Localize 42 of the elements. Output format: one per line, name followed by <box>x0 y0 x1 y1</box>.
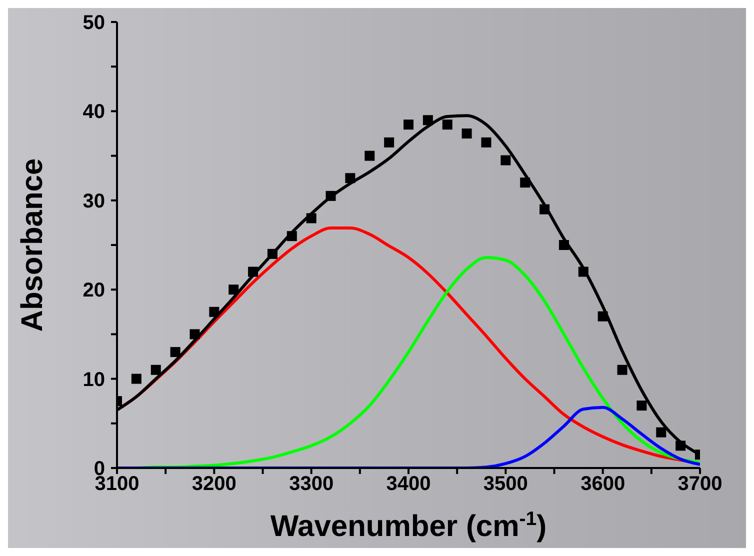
x-axis-title: Wavenumber (cm$^{-1}$) <box>270 508 547 543</box>
point <box>267 248 278 259</box>
point <box>131 374 142 384</box>
y-axis-title: Absorbance <box>16 158 49 332</box>
point <box>286 231 297 242</box>
y-tick-label: 10 <box>82 368 105 391</box>
y-tick-label: 50 <box>82 12 105 34</box>
point <box>540 204 550 214</box>
point <box>442 120 452 130</box>
point <box>578 266 588 277</box>
point <box>676 440 686 451</box>
point <box>598 311 608 322</box>
point <box>462 128 472 138</box>
point <box>345 173 356 184</box>
point <box>364 150 375 161</box>
x-tick-label: 3400 <box>386 473 431 496</box>
x-tick-label: 3300 <box>289 473 334 496</box>
point <box>150 364 161 375</box>
point <box>520 178 530 188</box>
x-tick-label: 3600 <box>580 473 626 496</box>
point <box>384 137 394 148</box>
point <box>500 155 511 166</box>
point <box>190 329 200 340</box>
point <box>326 190 336 201</box>
point <box>617 364 628 375</box>
point <box>306 213 316 224</box>
point <box>248 266 258 277</box>
y-tick-label: 40 <box>82 101 105 124</box>
y-tick-label: 20 <box>82 280 105 302</box>
x-tick-label: 3700 <box>678 473 722 496</box>
point <box>228 284 239 295</box>
point <box>558 240 569 250</box>
y-tick-label: 30 <box>82 190 105 212</box>
point <box>209 306 220 317</box>
point <box>656 427 666 438</box>
x-tick-label: 3500 <box>483 473 528 496</box>
point <box>636 400 647 411</box>
point <box>170 347 180 358</box>
x-tick-label: 3200 <box>192 473 236 496</box>
point <box>404 120 414 130</box>
point <box>481 137 492 148</box>
point <box>422 115 433 126</box>
